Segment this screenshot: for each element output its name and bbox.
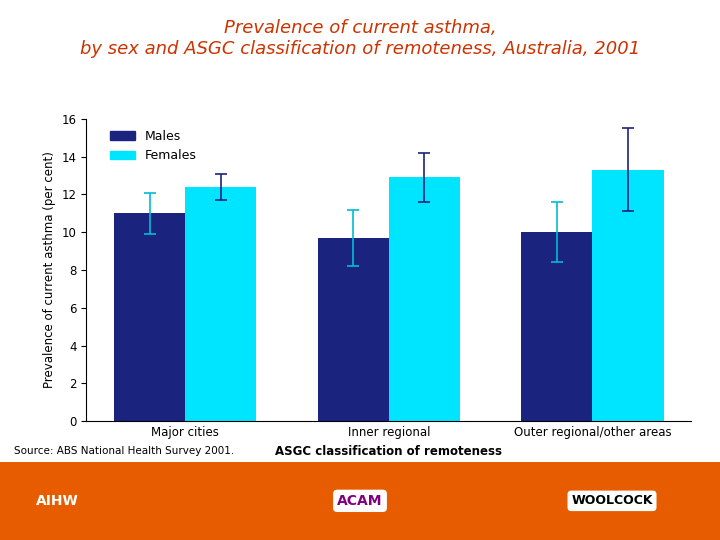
Bar bbox=[114, 213, 185, 421]
Text: ACAM: ACAM bbox=[337, 494, 383, 508]
Text: AIHW: AIHW bbox=[36, 494, 79, 508]
Bar bbox=[318, 238, 389, 421]
Bar bbox=[593, 170, 664, 421]
Y-axis label: Prevalence of current asthma (per cent): Prevalence of current asthma (per cent) bbox=[43, 152, 56, 388]
Bar bbox=[185, 187, 256, 421]
Bar bbox=[389, 177, 460, 421]
Bar bbox=[521, 232, 593, 421]
Text: WOOLCOCK: WOOLCOCK bbox=[571, 494, 653, 508]
Text: Prevalence of current asthma,: Prevalence of current asthma, bbox=[224, 19, 496, 37]
Text: Source: ABS National Health Survey 2001.: Source: ABS National Health Survey 2001. bbox=[14, 446, 235, 456]
Text: by sex and ASGC classification of remoteness, Australia, 2001: by sex and ASGC classification of remote… bbox=[80, 40, 640, 58]
Legend: Males, Females: Males, Females bbox=[104, 125, 202, 167]
X-axis label: ASGC classification of remoteness: ASGC classification of remoteness bbox=[275, 444, 503, 457]
